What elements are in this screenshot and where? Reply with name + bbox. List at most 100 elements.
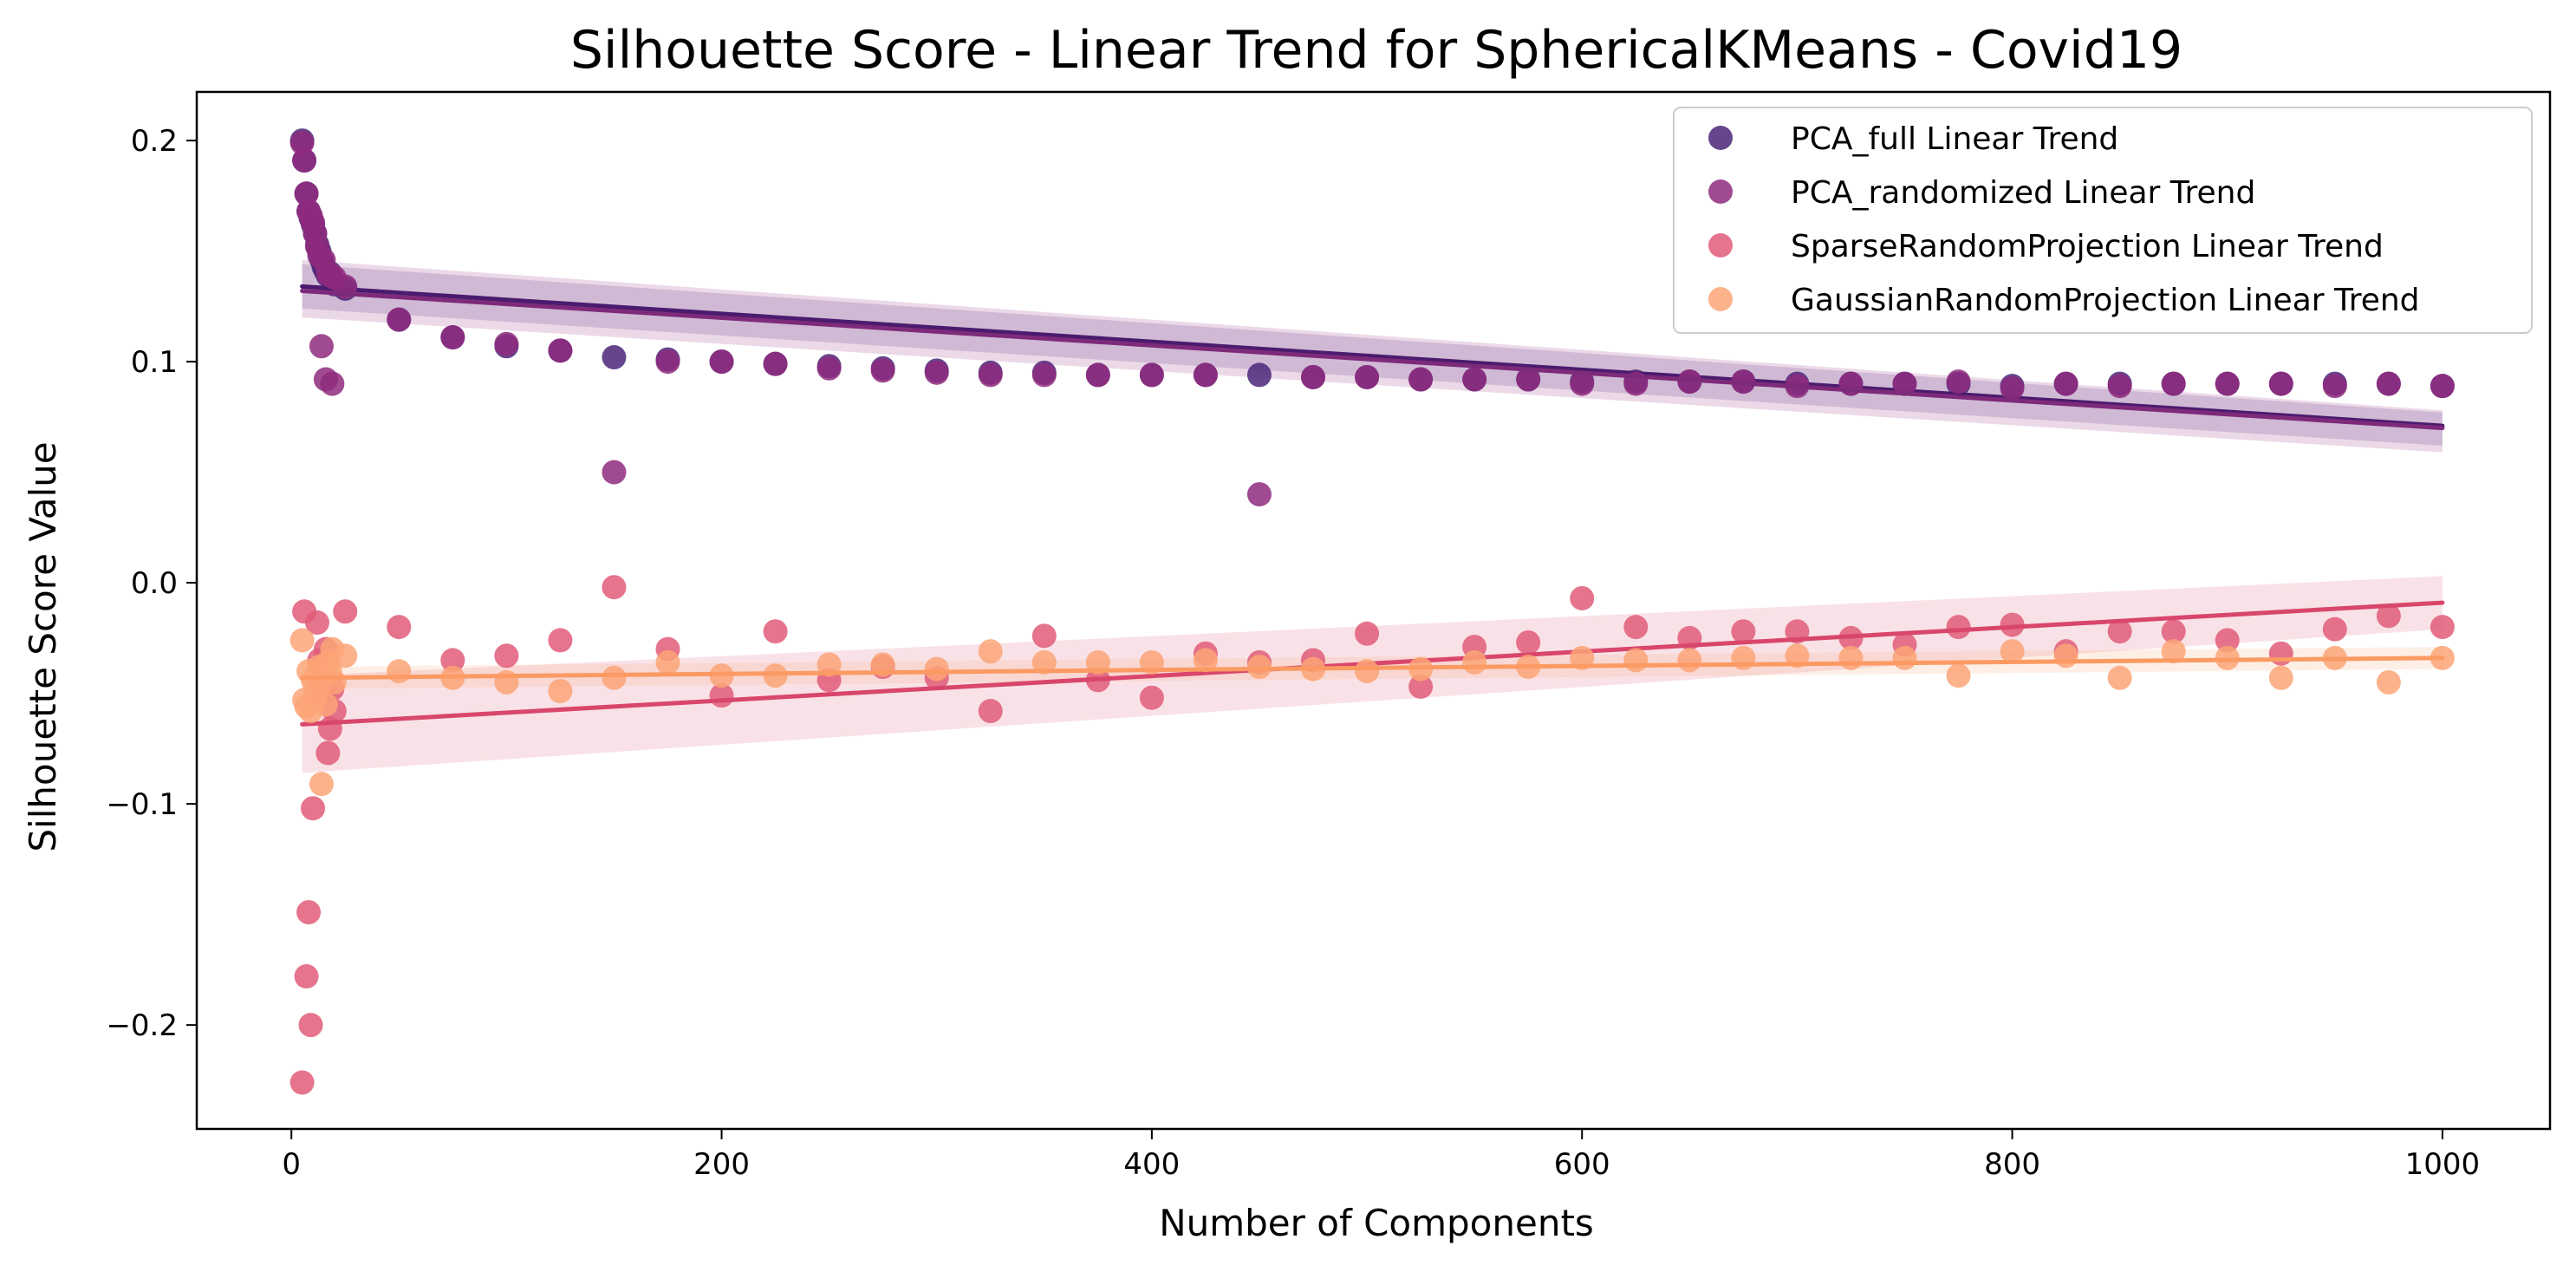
data-point [1623, 615, 1649, 640]
data-point [2215, 628, 2240, 653]
data-point [2430, 615, 2455, 640]
data-point [2215, 371, 2240, 396]
data-point [978, 639, 1003, 664]
data-point [294, 964, 319, 989]
series-3 [289, 628, 2455, 797]
data-point [296, 900, 322, 925]
legend-label: GaussianRandomProjection Linear Trend [1791, 283, 2420, 318]
trend-line [300, 656, 2445, 681]
data-point [1570, 371, 1595, 396]
data-point [1892, 371, 1917, 396]
trend-line [300, 284, 2445, 428]
data-point [387, 615, 412, 640]
data-point [2161, 371, 2186, 396]
y-axis-label: Silhouette Score Value [22, 441, 64, 851]
x-axis-label: Number of Components [1159, 1202, 1594, 1244]
legend-label: PCA_full Linear Trend [1791, 121, 2118, 157]
data-point [2322, 374, 2347, 399]
data-point [1946, 663, 1971, 688]
data-point [294, 181, 319, 206]
data-point [655, 649, 680, 675]
data-point [924, 360, 949, 385]
data-point [1516, 367, 1541, 392]
data-point [2053, 371, 2078, 396]
data-point [1946, 369, 1971, 395]
legend-box [1673, 107, 2533, 334]
data-point [602, 345, 627, 370]
data-point [333, 643, 358, 669]
data-point [1677, 648, 1702, 673]
data-point [763, 619, 788, 644]
data-point [2376, 669, 2401, 695]
data-point [2000, 612, 2025, 637]
data-point [322, 669, 347, 695]
data-point [1355, 364, 1380, 389]
data-point [1246, 362, 1272, 388]
data-point [313, 692, 338, 717]
data-point [548, 338, 573, 363]
data-point [2268, 665, 2293, 690]
data-point [440, 325, 465, 350]
trend-line [300, 289, 2445, 431]
data-point [2268, 641, 2293, 666]
data-point [1031, 362, 1057, 388]
data-point [1085, 362, 1110, 388]
data-point [1462, 649, 1487, 675]
data-point [1139, 362, 1164, 388]
data-point [2107, 665, 2132, 690]
data-point [301, 796, 326, 821]
data-point [1570, 585, 1595, 610]
data-point [1408, 674, 1434, 699]
data-point [870, 358, 895, 383]
data-point [2053, 643, 2078, 669]
data-point [1946, 615, 1971, 640]
chart-title: Silhouette Score - Linear Trend for Sphe… [570, 20, 2182, 81]
data-point [2268, 371, 2293, 396]
data-point [2000, 639, 2025, 664]
data-point [924, 656, 949, 682]
legend-marker [1708, 233, 1733, 258]
plot-frame [195, 90, 2552, 1131]
data-point [1892, 645, 1917, 670]
data-point [1355, 621, 1380, 646]
data-point [2161, 619, 2186, 644]
legend-marker [1708, 179, 1733, 204]
data-point [1139, 685, 1164, 710]
data-point [289, 1070, 315, 1095]
data-point [2322, 616, 2347, 642]
data-point [315, 740, 341, 766]
data-point [1355, 659, 1380, 684]
data-point [1623, 648, 1649, 673]
data-point [2107, 374, 2132, 399]
data-point [292, 148, 317, 173]
data-point [978, 362, 1003, 388]
data-point [298, 1013, 323, 1038]
data-point [978, 699, 1003, 724]
data-point [2000, 375, 2025, 401]
data-point [289, 628, 315, 653]
series-1 [289, 130, 2455, 507]
plot-area [195, 90, 2552, 1131]
data-point [2376, 603, 2401, 629]
data-point [2107, 619, 2132, 644]
data-point [1193, 648, 1218, 673]
x-tick-label: 800 [1984, 1147, 2040, 1182]
x-tick-label: 400 [1123, 1147, 1180, 1182]
data-point [548, 679, 573, 704]
legend-marker [1708, 287, 1733, 311]
data-point [440, 648, 465, 673]
data-point [309, 334, 334, 359]
data-point [655, 349, 680, 375]
data-point [1246, 482, 1272, 507]
data-point [2430, 374, 2455, 399]
data-point [816, 652, 842, 677]
data-point [1462, 367, 1487, 392]
data-point [709, 349, 734, 375]
data-point [304, 610, 329, 636]
y-tick-label: −0.1 [106, 787, 178, 822]
legend: PCA_full Linear Trend PCA_randomized Line… [1673, 107, 2533, 334]
y-tick-label: −0.2 [106, 1008, 178, 1043]
data-point [763, 351, 788, 376]
data-point [602, 575, 627, 600]
data-point [1838, 645, 1864, 670]
